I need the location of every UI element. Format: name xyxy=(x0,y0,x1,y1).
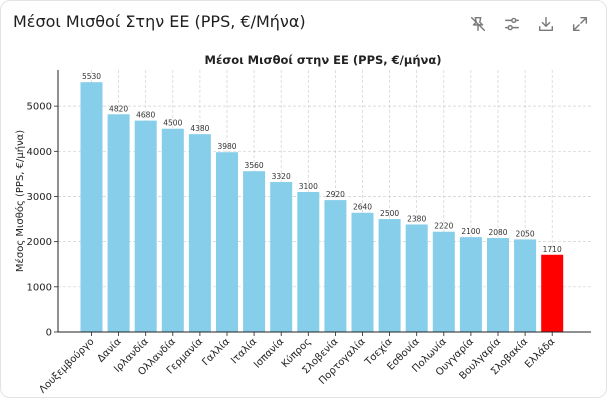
y-tick-label: 1000 xyxy=(27,282,52,293)
chart-toolbar xyxy=(468,14,590,34)
bar-value-label: 4380 xyxy=(190,124,209,133)
bar xyxy=(188,134,211,332)
x-tick-label: Λουξεμβούργο xyxy=(37,336,97,396)
bar-value-label: 2050 xyxy=(516,229,535,238)
bar-value-label: 4500 xyxy=(163,119,182,128)
bar xyxy=(432,231,455,332)
chart-title: Μέσοι Μισθοί στην ΕΕ (PPS, €/μήνα) xyxy=(205,53,442,67)
bar xyxy=(270,182,293,332)
value-labels: 5530 4820 4680 4500 4380 3980 3560 3320 3100 2920… xyxy=(82,72,562,254)
bar-value-label: 3980 xyxy=(217,142,236,151)
bar xyxy=(161,128,184,332)
bar xyxy=(134,120,157,332)
x-tick-label: Πορτογαλία xyxy=(316,335,368,387)
bar-chart: Μέσοι Μισθοί στην ΕΕ (PPS, €/μήνα) Μέσος… xyxy=(14,53,591,396)
card-title: Μέσοι Μισθοί Στην ΕΕ (PPS, €/Μήνα) xyxy=(13,12,306,31)
bar xyxy=(243,171,266,332)
bar xyxy=(378,219,401,332)
no-pin-icon[interactable] xyxy=(468,14,488,34)
bar xyxy=(487,238,509,332)
bar-value-label: 3320 xyxy=(272,172,291,181)
bar-value-label: 2640 xyxy=(353,203,372,212)
y-tick-label: 0 xyxy=(46,328,52,339)
bar-value-label: 3560 xyxy=(245,161,264,170)
x-tick-label: Γαλλία xyxy=(200,335,233,368)
bar-value-label: 2220 xyxy=(434,222,453,231)
y-tick-label: 2000 xyxy=(27,237,52,248)
bar xyxy=(216,152,238,332)
y-tick-label: 5000 xyxy=(27,102,52,113)
card-header: Μέσοι Μισθοί Στην ΕΕ (PPS, €/Μήνα) xyxy=(1,1,606,47)
bar xyxy=(514,239,537,332)
bar-value-label: 5530 xyxy=(82,72,101,81)
bar xyxy=(324,200,347,332)
bar xyxy=(107,114,130,332)
bar xyxy=(405,224,428,332)
bar xyxy=(351,212,374,332)
bar xyxy=(541,254,564,332)
settings-sliders-icon[interactable] xyxy=(502,14,522,34)
bar-value-label: 3100 xyxy=(299,182,318,191)
y-tick-label: 4000 xyxy=(27,147,52,158)
bar-value-label: 2080 xyxy=(488,228,507,237)
bar-value-label: 2920 xyxy=(326,190,345,199)
bar xyxy=(80,82,103,332)
bars xyxy=(80,82,564,332)
bar-value-label: 1710 xyxy=(543,245,562,254)
bar-value-label: 2100 xyxy=(461,227,480,236)
bar-value-label: 4820 xyxy=(109,104,128,113)
bar-value-label: 4680 xyxy=(136,111,155,120)
download-icon[interactable] xyxy=(536,14,556,34)
expand-icon[interactable] xyxy=(570,14,590,34)
y-axis-label: Μέσος Μισθός (PPS, €/μήνα) xyxy=(14,130,26,272)
bar-value-label: 2500 xyxy=(380,209,399,218)
bar xyxy=(297,191,320,332)
x-tick-label: Ισπανία xyxy=(251,335,286,370)
bar xyxy=(459,237,482,332)
bar-value-label: 2380 xyxy=(407,214,426,223)
y-tick-label: 3000 xyxy=(27,192,52,203)
x-tick-label: Ελλάδα xyxy=(522,335,557,370)
